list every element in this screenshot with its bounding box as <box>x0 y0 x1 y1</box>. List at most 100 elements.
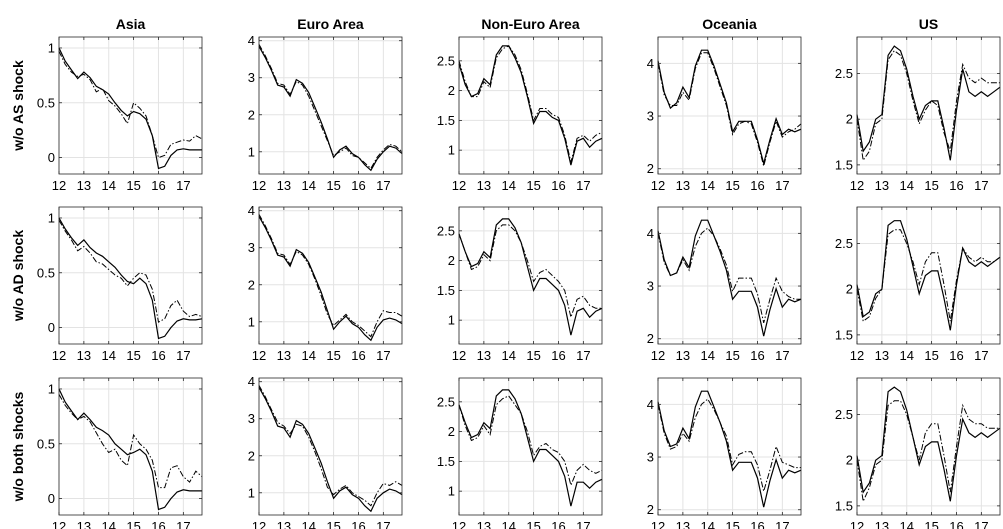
y-tick-label: 1.5 <box>437 113 455 128</box>
panel-w-o-as-shock-us: 12 13 14 15 16 17 1.5 2 2.5 <box>835 36 1001 193</box>
x-tick-label: 15 <box>526 348 540 363</box>
x-tick-label: 16 <box>551 178 565 193</box>
x-tick-label: 14 <box>502 178 516 193</box>
series-actual-line <box>258 216 403 342</box>
series-counterfactual-line <box>856 49 1000 162</box>
x-tick-label: 15 <box>126 519 140 529</box>
series-actual-line <box>58 47 202 170</box>
y-tick-label: 1 <box>448 484 455 499</box>
y-tick-label: 2 <box>448 424 455 439</box>
x-tick-label: 17 <box>576 178 590 193</box>
series-counterfactual-line <box>657 398 801 494</box>
y-tick-label: 1 <box>248 485 255 500</box>
x-tick-label: 14 <box>701 348 715 363</box>
series-actual-line <box>458 218 603 336</box>
axes-background <box>459 207 602 344</box>
series-counterfactual-line <box>856 229 1001 323</box>
y-tick-label: 2.5 <box>835 236 853 251</box>
axes-background <box>59 378 202 515</box>
x-tick-label: 16 <box>750 348 764 363</box>
x-tick-label: 13 <box>676 348 690 363</box>
x-tick-label: 15 <box>126 178 140 193</box>
axes-frame <box>458 377 603 516</box>
x-tick-label: 12 <box>52 178 66 193</box>
panel-w-o-ad-shock-oceania: 12 13 14 15 16 17 2 3 4 <box>647 206 802 363</box>
x-tick-label: 12 <box>52 519 66 529</box>
x-tick-label: 15 <box>924 178 938 193</box>
axes-background <box>857 207 1000 344</box>
y-tick-label: 1 <box>448 143 455 158</box>
x-tick-label: 16 <box>551 519 565 529</box>
x-tick-label: 13 <box>477 348 491 363</box>
series-counterfactual-line <box>458 224 602 320</box>
x-tick-label: 17 <box>376 348 390 363</box>
x-tick-label: 12 <box>850 519 864 529</box>
y-tick-label: 2.5 <box>437 53 455 68</box>
series-counterfactual-line <box>657 227 801 324</box>
y-tick-label: 0.5 <box>37 95 55 110</box>
x-tick-label: 17 <box>576 519 590 529</box>
x-tick-label: 13 <box>277 348 291 363</box>
x-tick-label: 14 <box>701 178 715 193</box>
axes-background <box>259 37 402 174</box>
series-actual-line <box>657 390 802 508</box>
x-tick-label: 17 <box>775 348 789 363</box>
axes-frame <box>258 377 403 516</box>
series-counterfactual-line <box>458 395 603 487</box>
x-tick-label: 12 <box>651 519 665 529</box>
x-tick-label: 16 <box>949 348 963 363</box>
x-tick-label: 13 <box>676 519 690 529</box>
x-tick-label: 16 <box>351 348 365 363</box>
x-tick-label: 15 <box>924 519 938 529</box>
y-tick-label: 2 <box>248 277 255 292</box>
x-tick-label: 16 <box>949 178 963 193</box>
axes-background <box>459 378 602 515</box>
x-tick-label: 13 <box>875 519 889 529</box>
x-tick-label: 17 <box>376 178 390 193</box>
panel-w-o-ad-shock-asia: 12 13 14 15 16 17 0 0.5 1 <box>37 206 203 363</box>
x-tick-label: 15 <box>326 178 340 193</box>
panel-w-o-ad-shock-non-euro-area: 12 13 14 15 16 17 1 1.5 2 2.5 <box>437 206 603 363</box>
axes-background <box>658 207 801 344</box>
x-tick-label: 12 <box>452 178 466 193</box>
x-tick-label: 12 <box>452 519 466 529</box>
x-tick-label: 13 <box>277 178 291 193</box>
x-tick-label: 17 <box>974 519 988 529</box>
y-tick-label: 2 <box>846 112 853 127</box>
x-tick-label: 14 <box>302 178 316 193</box>
panel-w-o-both-shocks-non-euro-area: 12 13 14 15 16 17 1 1.5 2 2.5 <box>437 377 603 529</box>
panel-w-o-both-shocks-asia: 12 13 14 15 16 17 0 0.5 1 <box>37 377 203 529</box>
x-tick-label: 12 <box>52 348 66 363</box>
axes-frame <box>657 36 802 175</box>
x-tick-label: 15 <box>725 178 739 193</box>
x-tick-label: 12 <box>651 348 665 363</box>
y-tick-label: 4 <box>647 397 654 412</box>
axes-background <box>59 207 202 344</box>
y-tick-label: 0 <box>48 491 55 506</box>
x-tick-label: 17 <box>775 519 789 529</box>
column-title-asia: Asia <box>116 16 146 32</box>
x-tick-label: 15 <box>924 348 938 363</box>
x-tick-label: 12 <box>452 348 466 363</box>
x-tick-label: 15 <box>725 348 739 363</box>
axes-background <box>59 37 202 174</box>
x-tick-label: 12 <box>252 348 266 363</box>
x-tick-label: 15 <box>725 519 739 529</box>
x-tick-label: 13 <box>77 178 91 193</box>
x-tick-label: 17 <box>176 348 190 363</box>
series-counterfactual-line <box>58 394 203 489</box>
x-tick-label: 16 <box>551 348 565 363</box>
series-actual-line <box>458 389 603 507</box>
y-tick-label: 4 <box>647 56 654 71</box>
y-tick-label: 1.5 <box>437 283 455 298</box>
y-tick-label: 0.5 <box>37 265 55 280</box>
panel-w-o-as-shock-oceania: 12 13 14 15 16 17 2 3 4 <box>647 36 802 193</box>
y-tick-label: 2.5 <box>437 394 455 409</box>
x-tick-label: 17 <box>974 348 988 363</box>
axes-frame <box>58 377 203 516</box>
y-tick-label: 2 <box>448 253 455 268</box>
x-tick-label: 16 <box>351 519 365 529</box>
series-actual-line <box>657 49 802 166</box>
x-tick-label: 14 <box>502 519 516 529</box>
